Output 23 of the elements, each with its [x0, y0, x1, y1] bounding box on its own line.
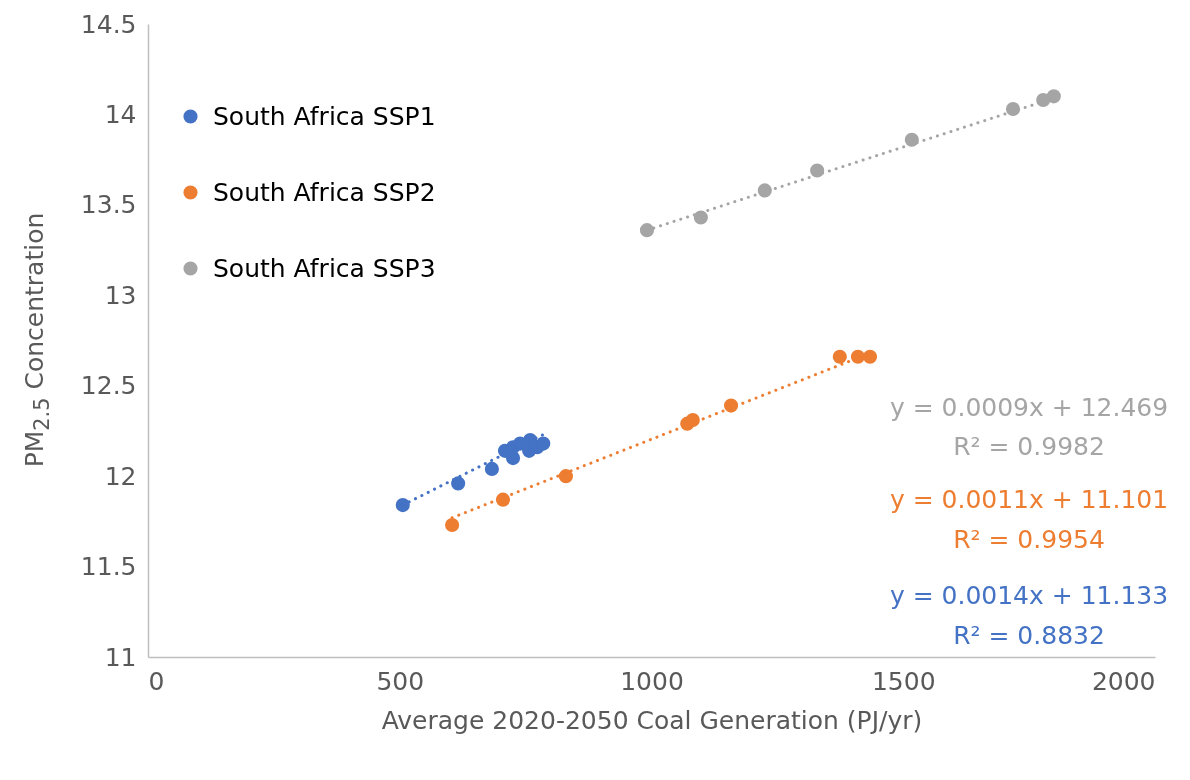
x-tick-label: 500 [376, 666, 425, 696]
x-tick-label: 1000 [620, 666, 684, 696]
legend-label: South Africa SSP3 [213, 253, 436, 283]
x-tick-label: 2000 [1091, 666, 1156, 696]
x-tick-label: 1500 [871, 666, 936, 696]
y-tick-label: 12 [104, 461, 137, 491]
x-tick-label: 0 [148, 666, 165, 696]
legend-label: South Africa SSP1 [213, 101, 436, 131]
annotation: R² = 0.8832 [953, 621, 1105, 650]
y-tick-label: 11 [104, 642, 137, 672]
y-tick-label: 14 [104, 99, 137, 129]
annotation: y = 0.0014x + 11.133 [889, 581, 1169, 610]
y-tick-label: 13 [104, 280, 137, 310]
annotation: R² = 0.9982 [953, 432, 1105, 461]
annotation: R² = 0.9954 [953, 525, 1105, 554]
y-tick-label: 11.5 [80, 552, 137, 582]
y-tick-label: 12.5 [80, 371, 137, 401]
y-tick-label: 13.5 [80, 190, 137, 220]
annotation: y = 0.0009x + 12.469 [889, 393, 1169, 422]
legend-label: South Africa SSP2 [213, 177, 436, 207]
annotation: y = 0.0011x + 11.101 [889, 485, 1169, 514]
x-axis-title: Average 2020-2050 Coal Generation (PJ/yr) [381, 705, 923, 735]
y-tick-label: 14.5 [80, 9, 137, 39]
